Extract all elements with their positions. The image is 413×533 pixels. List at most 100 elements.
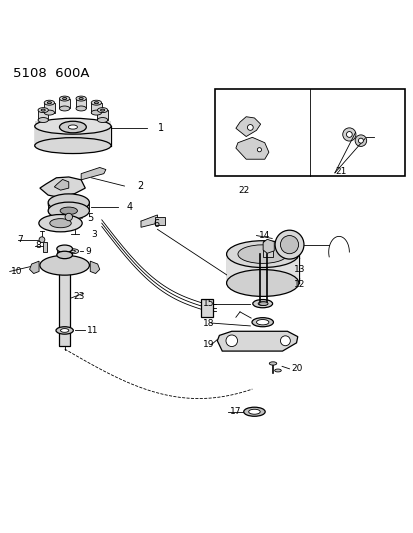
Ellipse shape: [252, 300, 272, 308]
Circle shape: [65, 213, 72, 221]
Polygon shape: [54, 180, 69, 190]
Ellipse shape: [62, 98, 66, 100]
Text: 13: 13: [293, 265, 304, 274]
Text: 15: 15: [202, 299, 214, 308]
Ellipse shape: [40, 255, 89, 275]
Ellipse shape: [38, 118, 48, 123]
Text: 5108  600A: 5108 600A: [13, 67, 89, 80]
Polygon shape: [90, 261, 100, 273]
Ellipse shape: [100, 109, 104, 111]
Text: 19: 19: [202, 341, 214, 350]
Ellipse shape: [243, 407, 265, 416]
Text: 22: 22: [237, 187, 249, 196]
Bar: [201, 298, 212, 317]
Ellipse shape: [48, 194, 89, 211]
Polygon shape: [141, 215, 157, 227]
Polygon shape: [235, 117, 260, 136]
Ellipse shape: [258, 302, 267, 305]
Ellipse shape: [59, 96, 70, 101]
Ellipse shape: [44, 110, 55, 115]
Circle shape: [342, 128, 355, 141]
Bar: [155, 217, 164, 225]
Ellipse shape: [268, 362, 276, 365]
Ellipse shape: [41, 109, 45, 111]
Text: 18: 18: [202, 319, 214, 327]
Bar: [215, 89, 404, 176]
Ellipse shape: [76, 106, 86, 111]
Polygon shape: [48, 205, 89, 211]
Ellipse shape: [67, 249, 78, 254]
Ellipse shape: [70, 250, 75, 252]
Circle shape: [354, 135, 366, 147]
Ellipse shape: [79, 98, 83, 100]
Polygon shape: [235, 138, 268, 159]
Text: 1: 1: [157, 123, 163, 133]
Circle shape: [39, 237, 45, 243]
Ellipse shape: [259, 302, 268, 305]
Ellipse shape: [248, 409, 260, 414]
Text: 4: 4: [126, 201, 132, 212]
Ellipse shape: [97, 108, 107, 112]
Text: 21: 21: [334, 167, 345, 176]
Ellipse shape: [44, 100, 55, 105]
Polygon shape: [38, 110, 48, 120]
Polygon shape: [76, 99, 86, 109]
Ellipse shape: [274, 369, 280, 372]
Circle shape: [346, 132, 351, 138]
Ellipse shape: [57, 245, 72, 253]
Bar: [43, 242, 47, 252]
Ellipse shape: [59, 122, 86, 133]
Text: 8: 8: [36, 241, 41, 251]
Ellipse shape: [35, 138, 111, 154]
Ellipse shape: [91, 110, 101, 115]
Ellipse shape: [59, 106, 70, 111]
Ellipse shape: [57, 251, 72, 259]
Text: 10: 10: [11, 267, 22, 276]
Text: 12: 12: [293, 280, 304, 289]
Ellipse shape: [226, 270, 298, 296]
Text: 20: 20: [291, 365, 302, 373]
FancyBboxPatch shape: [35, 121, 111, 146]
Polygon shape: [57, 249, 72, 255]
Ellipse shape: [39, 214, 82, 232]
Ellipse shape: [60, 207, 77, 214]
Polygon shape: [44, 103, 55, 112]
Circle shape: [225, 335, 237, 346]
Polygon shape: [29, 261, 39, 273]
Ellipse shape: [48, 202, 89, 220]
Bar: [263, 240, 272, 257]
Text: 6: 6: [153, 219, 159, 229]
Polygon shape: [263, 239, 273, 253]
Polygon shape: [59, 99, 70, 109]
Text: 14: 14: [258, 231, 269, 240]
Text: 3: 3: [91, 230, 97, 239]
Ellipse shape: [60, 329, 69, 332]
Ellipse shape: [47, 102, 51, 104]
Ellipse shape: [35, 118, 111, 134]
Ellipse shape: [56, 327, 73, 334]
Ellipse shape: [94, 102, 98, 104]
Circle shape: [247, 125, 253, 131]
Circle shape: [358, 138, 363, 143]
Polygon shape: [97, 110, 107, 120]
Circle shape: [280, 236, 298, 254]
Ellipse shape: [252, 318, 273, 327]
Ellipse shape: [48, 196, 89, 213]
Polygon shape: [81, 167, 106, 180]
Text: 17: 17: [229, 407, 241, 416]
Polygon shape: [40, 177, 85, 198]
Text: 11: 11: [87, 326, 99, 335]
Ellipse shape: [97, 118, 107, 123]
Text: 23: 23: [73, 292, 84, 301]
Text: 5: 5: [87, 213, 93, 223]
Ellipse shape: [68, 125, 77, 129]
Ellipse shape: [226, 241, 298, 268]
Ellipse shape: [38, 108, 48, 112]
Ellipse shape: [50, 219, 71, 228]
Polygon shape: [59, 271, 70, 346]
Ellipse shape: [237, 245, 287, 263]
Text: 9: 9: [85, 247, 91, 256]
Text: 7: 7: [17, 235, 23, 244]
Circle shape: [274, 230, 303, 259]
Circle shape: [280, 336, 290, 346]
